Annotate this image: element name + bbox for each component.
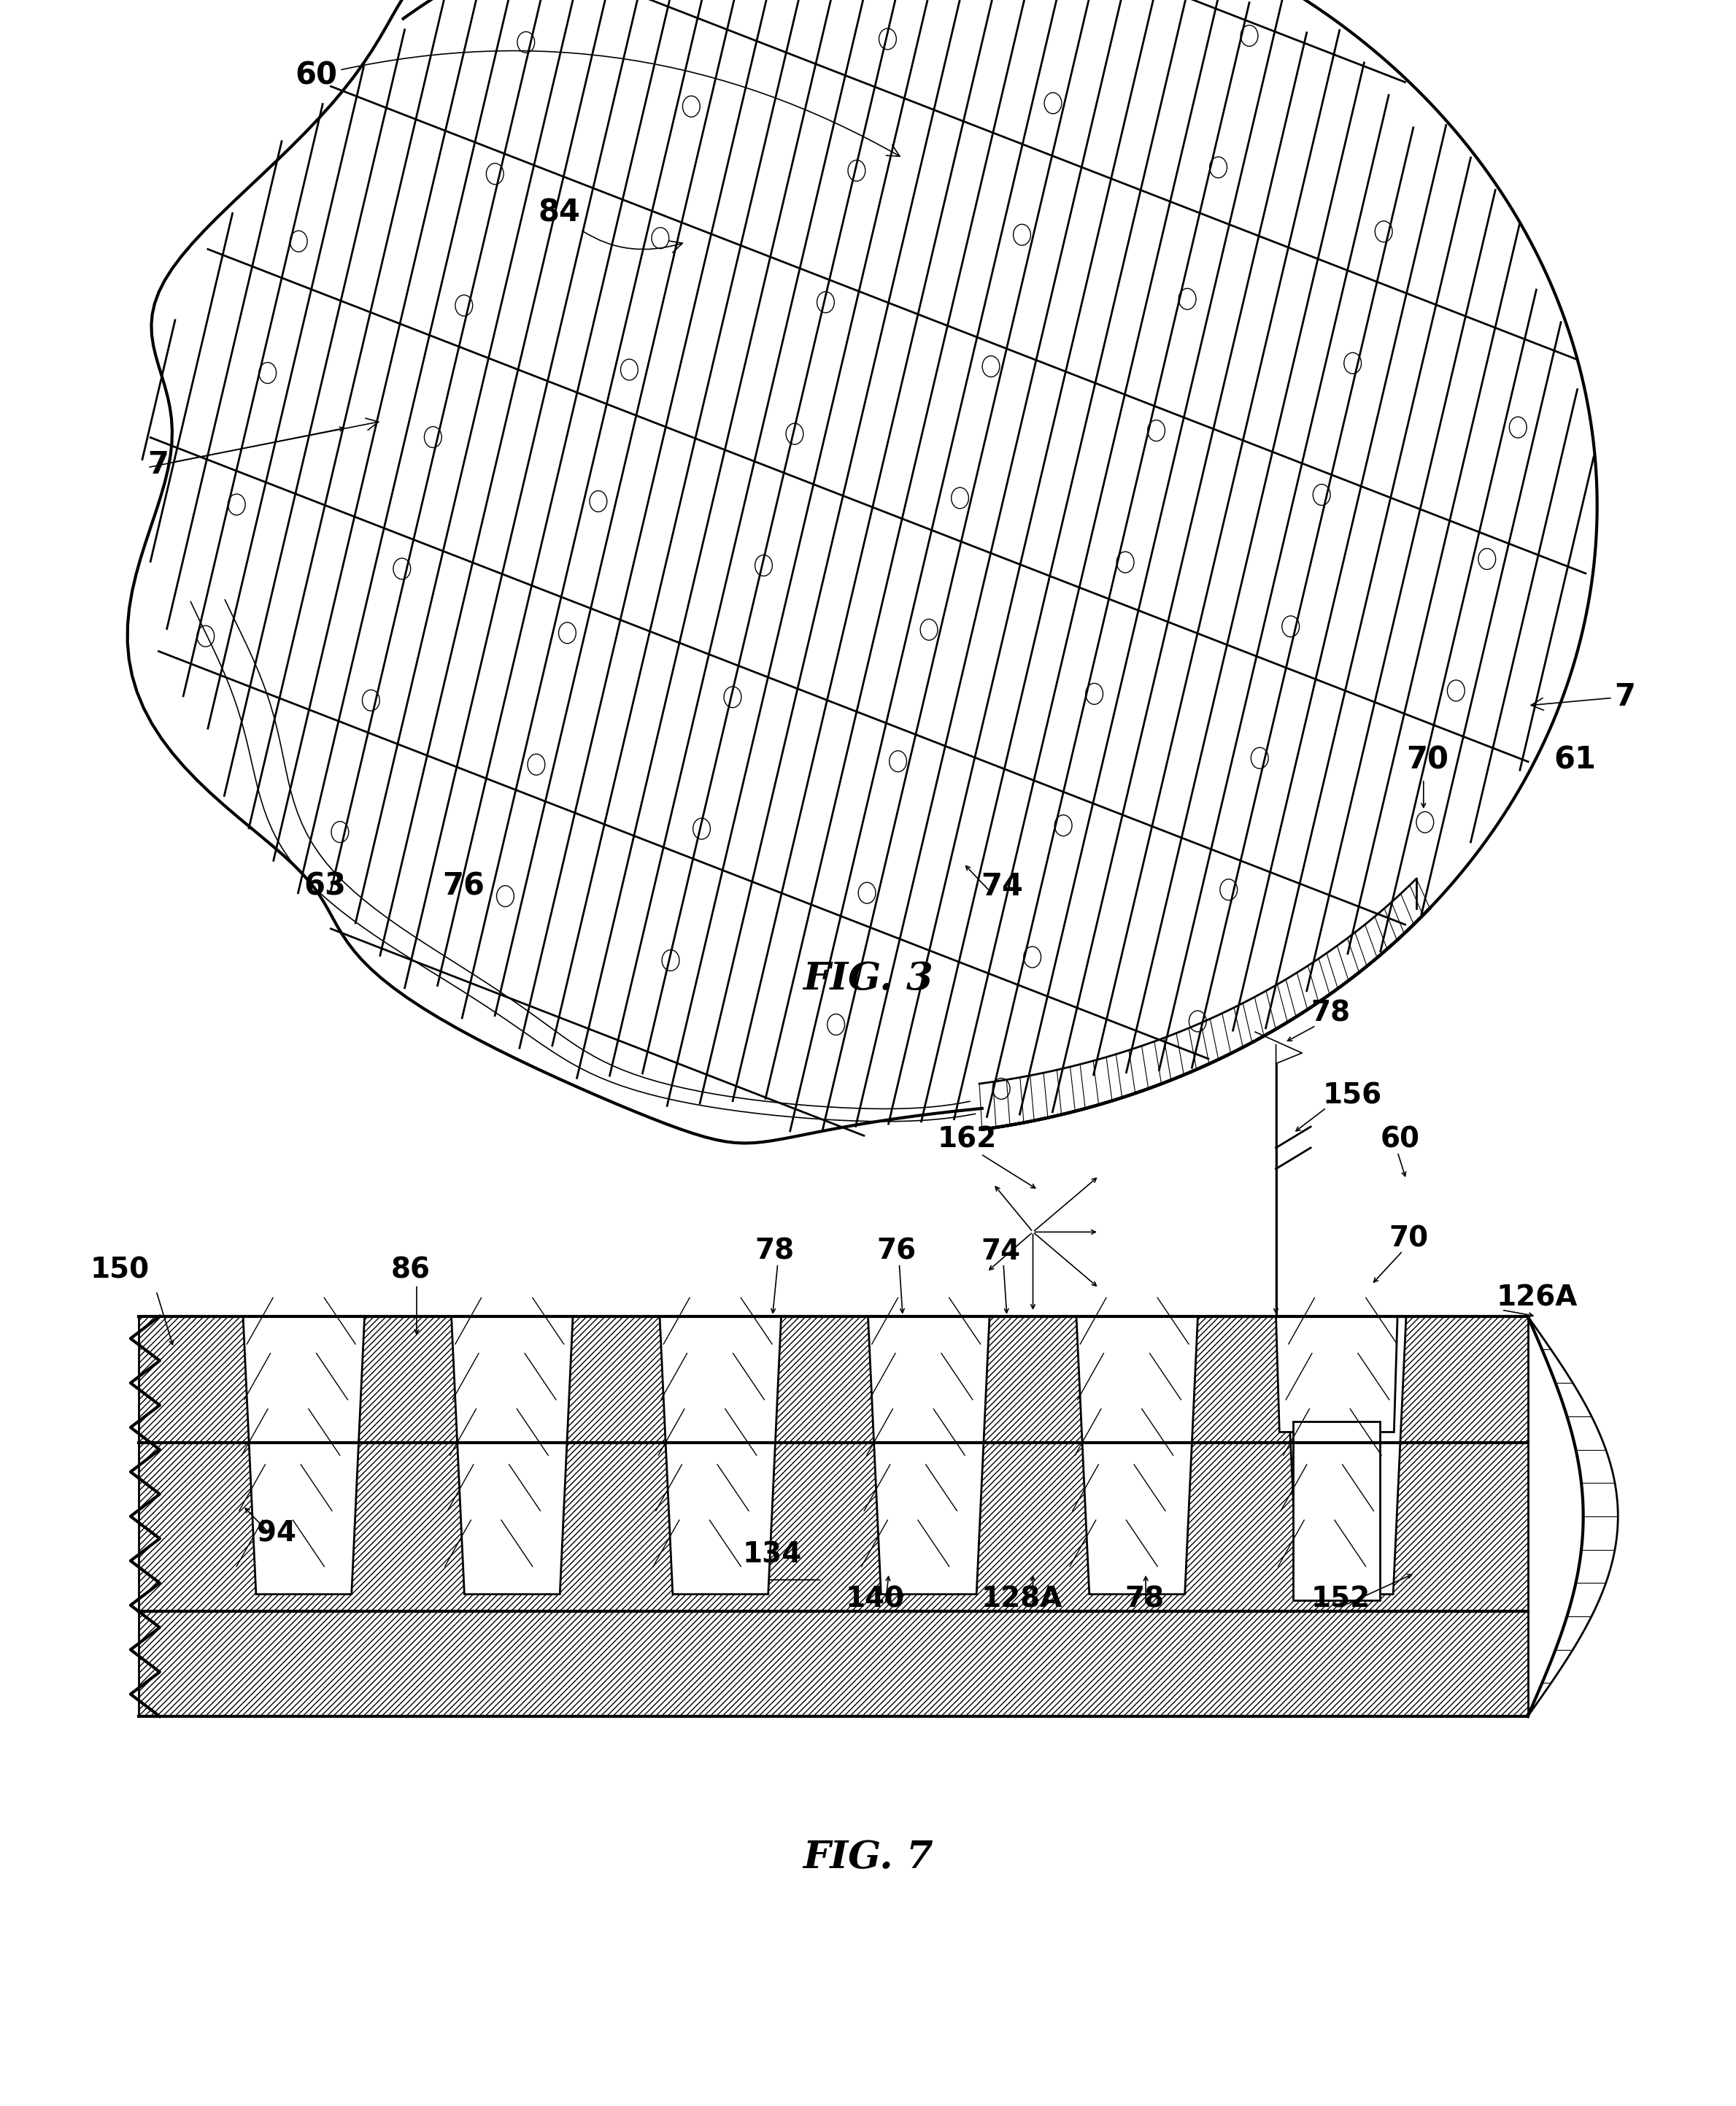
Bar: [139, 1316, 1528, 1443]
Text: 60: 60: [1380, 1127, 1420, 1154]
Polygon shape: [1276, 1316, 1397, 1432]
Polygon shape: [451, 1316, 573, 1594]
Text: 152: 152: [1311, 1586, 1370, 1613]
Text: 150: 150: [90, 1257, 149, 1285]
Text: 7: 7: [1531, 682, 1635, 712]
Text: 78: 78: [1125, 1586, 1165, 1613]
Text: 60: 60: [295, 51, 899, 156]
Text: 70: 70: [1389, 1226, 1429, 1253]
Text: 162: 162: [937, 1127, 996, 1154]
Text: 78: 78: [1311, 1000, 1351, 1028]
Bar: [1293, 1422, 1380, 1601]
Text: 84: 84: [538, 198, 682, 253]
Text: 140: 140: [845, 1586, 904, 1613]
Text: 70: 70: [1406, 746, 1448, 775]
Text: 76: 76: [443, 872, 484, 901]
Text: FIG. 7: FIG. 7: [802, 1839, 934, 1876]
Bar: [139, 1443, 1528, 1611]
Polygon shape: [660, 1316, 781, 1594]
Bar: [139, 1611, 1528, 1716]
Text: 61: 61: [1554, 746, 1595, 775]
Text: 74: 74: [981, 872, 1023, 901]
Text: 78: 78: [755, 1238, 795, 1266]
Text: 76: 76: [877, 1238, 917, 1266]
Text: 126A: 126A: [1496, 1285, 1578, 1312]
Bar: [139, 1316, 1528, 1443]
Polygon shape: [1076, 1316, 1198, 1594]
Text: 94: 94: [257, 1521, 297, 1548]
Text: 156: 156: [1323, 1082, 1382, 1110]
Text: 7: 7: [148, 419, 378, 480]
Polygon shape: [868, 1316, 990, 1594]
Text: 128A: 128A: [981, 1586, 1062, 1613]
Bar: [139, 1611, 1528, 1716]
Text: 134: 134: [743, 1542, 802, 1569]
Text: 74: 74: [981, 1238, 1021, 1266]
Polygon shape: [243, 1316, 365, 1594]
Text: FIG. 3: FIG. 3: [802, 960, 934, 998]
Text: 86: 86: [391, 1257, 431, 1285]
Bar: [139, 1443, 1528, 1611]
Text: 63: 63: [304, 872, 345, 901]
Polygon shape: [1285, 1316, 1406, 1594]
